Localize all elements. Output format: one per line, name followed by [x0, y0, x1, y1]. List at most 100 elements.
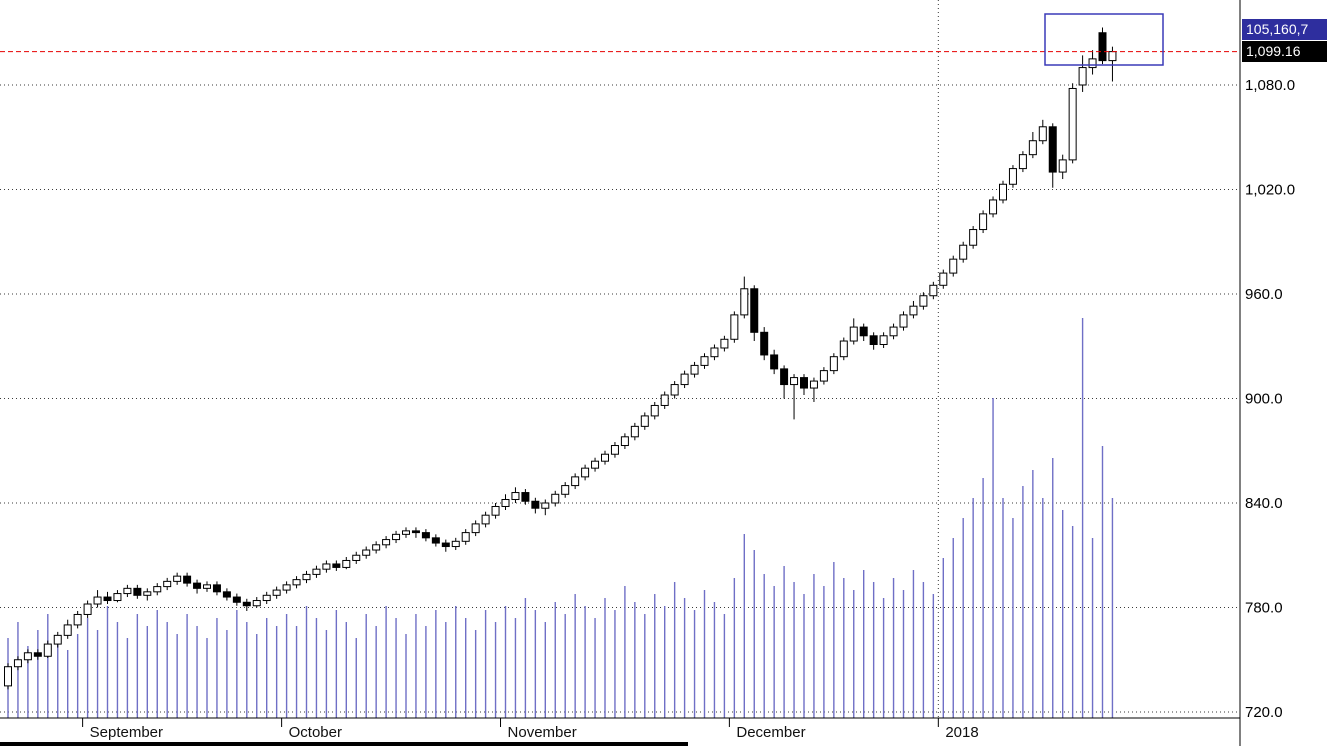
- candle-body: [471, 523, 480, 534]
- candle-body: [969, 229, 978, 246]
- candle-body: [1108, 51, 1117, 62]
- candle-body: [1098, 32, 1107, 62]
- candle-body: [710, 347, 719, 358]
- candle-body: [23, 652, 32, 661]
- candle-body: [13, 659, 22, 668]
- candle-body: [601, 453, 609, 462]
- candle-body: [610, 445, 619, 455]
- candle-body: [461, 532, 470, 542]
- candle-body: [959, 244, 968, 260]
- candle-body: [322, 563, 331, 570]
- candle-body: [780, 368, 789, 386]
- candle-body: [1008, 168, 1017, 185]
- candle-body: [1038, 126, 1047, 142]
- candle-body: [262, 594, 271, 602]
- candle-body: [312, 568, 321, 575]
- candle-body: [362, 549, 371, 556]
- candle-body: [620, 436, 629, 447]
- candle-body: [411, 530, 420, 534]
- candle-body: [909, 305, 918, 316]
- candle-body: [1058, 159, 1067, 173]
- candle-body: [143, 591, 152, 596]
- candle-body: [939, 272, 948, 286]
- y-axis-tick-label: 1,020.0: [1245, 181, 1295, 198]
- candle-body: [531, 500, 540, 509]
- candle-body: [690, 364, 699, 375]
- candle-body: [591, 460, 600, 469]
- last-price-readout: 1,099.16: [1242, 41, 1327, 62]
- candle-body: [242, 601, 251, 607]
- highlight-box: [1044, 13, 1164, 66]
- candle-body: [1018, 154, 1027, 170]
- candle-body: [740, 288, 749, 316]
- x-axis-month-label: October: [289, 724, 342, 741]
- candle-body: [431, 537, 440, 544]
- candle-body: [491, 505, 500, 516]
- candle-body: [63, 624, 72, 636]
- candle-body: [829, 356, 838, 372]
- candle-body: [511, 492, 520, 501]
- candle-body: [103, 596, 112, 602]
- candle-body: [153, 586, 162, 593]
- candle-body: [302, 573, 311, 581]
- candle-body: [123, 587, 132, 595]
- candle-body: [1048, 126, 1057, 173]
- candle-body: [809, 380, 818, 389]
- candle-body: [541, 502, 550, 509]
- candle-body: [113, 593, 122, 602]
- candle-body: [352, 554, 361, 561]
- candle-body: [481, 514, 490, 525]
- candle-body: [193, 582, 202, 589]
- candle-body: [73, 613, 82, 626]
- candle-body: [272, 589, 281, 596]
- candle-body: [183, 575, 192, 584]
- candle-body: [790, 377, 799, 386]
- candle-body: [252, 600, 261, 607]
- candle-body: [421, 532, 430, 539]
- y-axis-tick-label: 840.0: [1245, 495, 1283, 512]
- candle-body: [660, 394, 669, 406]
- y-axis-tick-label: 780.0: [1245, 599, 1283, 616]
- candle-body: [800, 377, 808, 389]
- candle-body: [382, 539, 391, 546]
- candle-body: [1028, 140, 1037, 156]
- candle-body: [949, 258, 958, 274]
- candle-body: [889, 326, 898, 337]
- y-axis-tick-label: 720.0: [1245, 704, 1283, 721]
- candle-body: [451, 540, 460, 548]
- volume-readout: 105,160,7: [1242, 19, 1327, 40]
- annotation-layer: [0, 13, 1240, 66]
- candle-body: [282, 584, 291, 591]
- candle-body: [849, 326, 858, 342]
- x-axis-month-label: November: [508, 724, 577, 741]
- grid-layer: [0, 0, 1240, 718]
- candle-body: [640, 415, 649, 427]
- candle-body: [43, 643, 52, 657]
- candle-body: [392, 533, 401, 541]
- axes-layer: 1,080.0 1,020.0 960.0 900.0 840.0 780.0 720.0 S…: [0, 0, 1295, 746]
- candle-body: [869, 335, 878, 346]
- candle-body: [133, 587, 142, 596]
- candlestick-layer: [4, 27, 1117, 690]
- candle-body: [720, 338, 729, 349]
- y-axis-tick-label: 960.0: [1245, 286, 1283, 303]
- candle-body: [979, 213, 988, 231]
- candle-body: [879, 335, 888, 346]
- candle-body: [521, 492, 530, 502]
- horizontal-scrollbar[interactable]: [0, 742, 688, 746]
- y-axis-tick-label: 1,080.0: [1245, 77, 1295, 94]
- candle-body: [899, 314, 908, 328]
- candle-body: [1078, 67, 1087, 86]
- candle-body: [203, 584, 211, 589]
- candle-body: [561, 485, 570, 495]
- candle-body: [93, 596, 102, 605]
- candle-body: [581, 467, 590, 478]
- candle-body: [630, 425, 639, 438]
- candle-body: [839, 340, 848, 358]
- candle-body: [501, 499, 510, 507]
- candle-body: [173, 575, 182, 582]
- candle-body: [4, 666, 12, 687]
- candle-body: [402, 530, 410, 535]
